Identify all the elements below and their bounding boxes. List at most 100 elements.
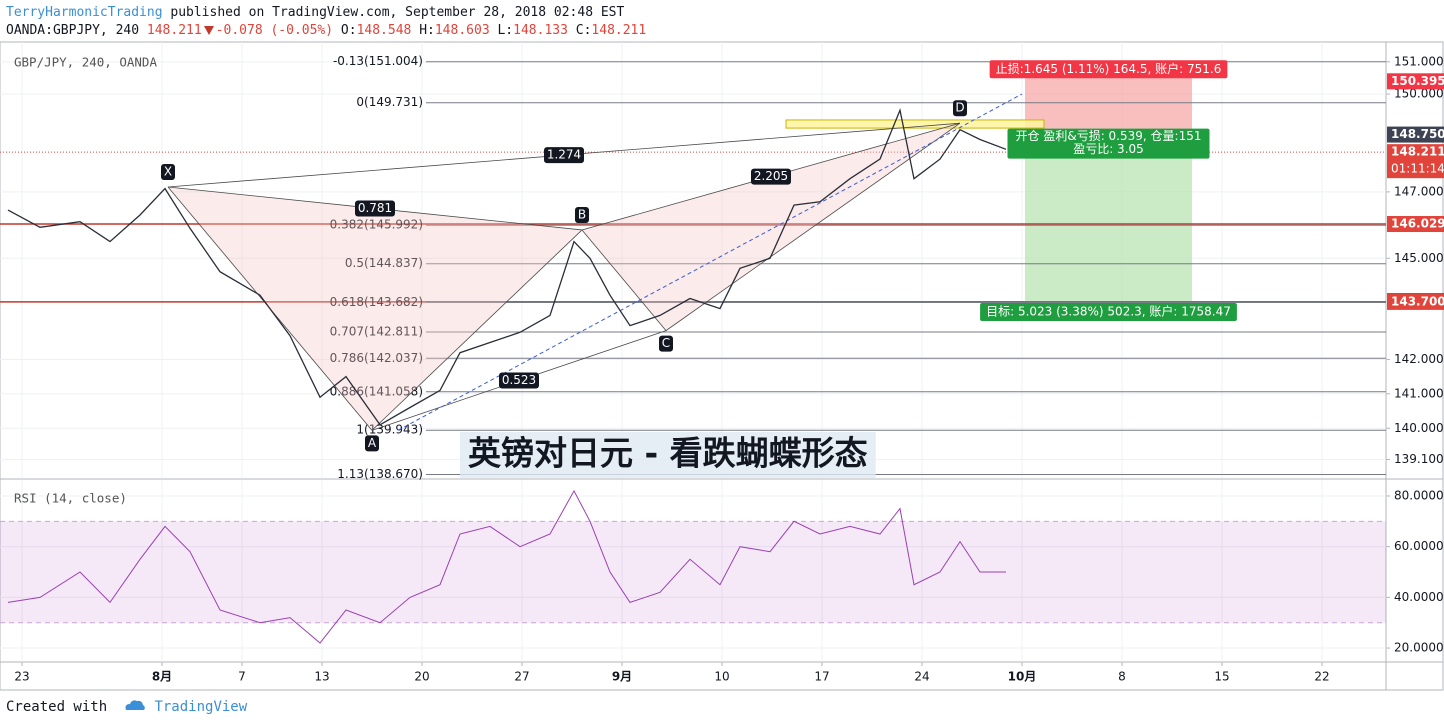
fib-label: 0.618(143.682) (330, 295, 423, 309)
low: 148.133 (513, 23, 568, 38)
point-label: B (578, 207, 586, 221)
pattern-fill (582, 123, 960, 331)
h-label: H: (419, 23, 435, 38)
x-tick-label: 9月 (612, 670, 632, 684)
fib-label: 0.5(144.837) (345, 256, 423, 270)
x-tick-label: 22 (1314, 670, 1329, 684)
target-label: 目标: 5.023 (3.38%) 502.3, 账户: 1758.47 (986, 303, 1231, 318)
header: TerryHarmonicTrading published on Tradin… (6, 4, 646, 40)
title: 英镑对日元 - 看跌蝴蝶形态 (468, 434, 868, 473)
fib-label: 1(139.943) (356, 423, 423, 437)
target-label-box (980, 302, 1237, 321)
x-tick-label: 10 (714, 670, 729, 684)
down-arrow (203, 26, 214, 35)
pattern-line (581, 229, 667, 331)
point-label: X (164, 164, 172, 178)
x-tick-label: 23 (14, 670, 29, 684)
fib-label: 0(149.731) (356, 95, 423, 109)
author[interactable]: TerryHarmonicTrading (6, 5, 163, 20)
ratio-label: 1.274 (547, 148, 581, 162)
entry-zone (785, 119, 1045, 129)
y-tick-label: 147.000 (1394, 184, 1444, 198)
x-tick-label: 8月 (152, 670, 172, 684)
created-with: Created with (6, 699, 108, 715)
x-tick-label: 27 (514, 670, 529, 684)
y-tick-label: 150.000 (1394, 87, 1444, 101)
price-line (7, 107, 1007, 426)
x-tick-label: 15 (1214, 670, 1229, 684)
point-label: A (368, 436, 377, 450)
header-line: TerryHarmonicTrading published on Tradin… (6, 4, 646, 22)
price-tag-label: 143.700 (1391, 294, 1444, 308)
ratio-box (751, 168, 791, 185)
fib-label: 1.13(138.670) (337, 467, 423, 481)
c-label: C: (575, 23, 592, 38)
x-tick-label: 8 (1118, 670, 1126, 684)
open: 148.548 (356, 23, 412, 38)
ratio-box (544, 147, 584, 164)
price-tag (1387, 216, 1444, 233)
point-box (161, 163, 175, 180)
pattern-line (665, 122, 961, 331)
stop-label: 止损:1.645 (1.11%) 164.5, 账户: 751.6 (996, 61, 1222, 76)
price-tag (1387, 293, 1444, 310)
price-tag-label: 150.395 (1391, 74, 1444, 88)
y-tick-label: 40.0000 (1394, 590, 1444, 604)
price-tag-label: 148.211 (1391, 145, 1444, 159)
x-tick-label: 7 (238, 670, 246, 684)
fib-label: 0.786(142.037) (330, 351, 423, 365)
legend: RSI (14, close) (14, 491, 127, 506)
pattern-fill (168, 186, 582, 431)
fib-label: 0.707(142.811) (330, 324, 423, 338)
trend-line (397, 93, 1023, 431)
o-label: O: (340, 23, 357, 38)
ratio-text: 盈亏比: 3.05 (1073, 142, 1144, 156)
x-tick-label: 17 (814, 670, 829, 684)
fib-label: 0.382(145.992) (330, 218, 423, 232)
footer: Created with TradingView (6, 698, 247, 715)
brand[interactable]: TradingView (154, 699, 248, 715)
rsi-band (0, 521, 1386, 623)
y-tick-label: 142.000 (1394, 352, 1444, 366)
x-tick-label: 24 (914, 670, 929, 684)
price-tag (1387, 144, 1444, 179)
logo-cloud (125, 700, 145, 710)
close: 148.211 (591, 23, 647, 38)
point-label: C (662, 336, 670, 350)
x-tick-label: 20 (414, 670, 429, 684)
y-tick-label: 60.0000 (1394, 539, 1444, 553)
y-tick-label: 20.0000 (1394, 641, 1444, 655)
high: 148.603 (434, 23, 490, 38)
y-tick-label: 141.000 (1394, 386, 1444, 400)
rsi-line (7, 489, 1006, 644)
price-tag (1387, 126, 1444, 143)
change: -0.078 (-0.05%) (215, 23, 334, 38)
countdown: 01:11:14 (1391, 162, 1444, 176)
header-line: OANDA:GBPJPY, 240 148.211 -0.078 (-0.05%)… (6, 22, 646, 40)
entry-label: 开仓 盈利&亏损: 0.539, 仓量:151 (1016, 129, 1202, 143)
ratio-box (355, 200, 395, 217)
y-tick-label: 139.100 (1394, 452, 1444, 466)
reward-zone (1025, 134, 1192, 301)
published: published on TradingView.com, September … (170, 5, 625, 20)
pattern-line (371, 229, 583, 431)
legend: GBP/JPY, 240, OANDA (14, 55, 157, 70)
stop-label-box (989, 60, 1228, 79)
ratio-label: 0.523 (502, 373, 536, 387)
y-tick-label: 80.0000 (1394, 488, 1444, 502)
ratio-label: 0.781 (358, 201, 392, 215)
logo (125, 700, 145, 710)
price-tag-label: 146.029 (1391, 217, 1444, 231)
y-tick-label: 140.000 (1394, 421, 1444, 435)
point-box (659, 335, 673, 352)
title-bg (460, 432, 876, 478)
point-box (365, 435, 379, 452)
ratio-label: 2.205 (754, 169, 788, 183)
symbol: OANDA:GBPJPY, 240 (6, 23, 140, 38)
y-tick-label: 145.000 (1394, 251, 1444, 265)
point-box (953, 100, 967, 117)
price-tag (1387, 73, 1444, 90)
point-box (575, 206, 589, 223)
entry-label-box (1007, 128, 1210, 159)
